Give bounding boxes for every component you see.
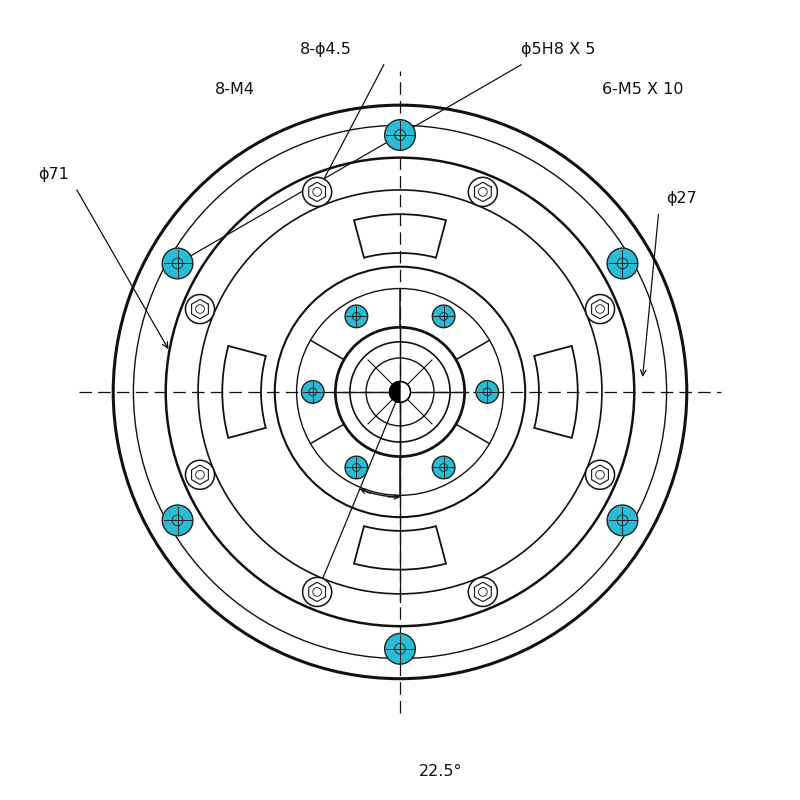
Polygon shape	[592, 299, 609, 318]
Circle shape	[162, 248, 193, 279]
Circle shape	[186, 294, 214, 324]
Circle shape	[196, 470, 204, 479]
Circle shape	[607, 505, 638, 536]
Circle shape	[607, 248, 638, 279]
Polygon shape	[191, 465, 208, 485]
Polygon shape	[191, 299, 208, 318]
Circle shape	[432, 456, 455, 478]
Circle shape	[586, 294, 614, 324]
Circle shape	[385, 120, 415, 150]
Text: 22.5°: 22.5°	[418, 763, 462, 778]
Circle shape	[596, 305, 604, 314]
Text: ϕ27: ϕ27	[666, 191, 698, 206]
Circle shape	[478, 187, 487, 196]
Circle shape	[345, 456, 368, 478]
Text: 6-M5 X 10: 6-M5 X 10	[602, 82, 683, 97]
Circle shape	[162, 505, 193, 536]
Circle shape	[196, 305, 204, 314]
Circle shape	[586, 460, 614, 490]
Polygon shape	[474, 182, 491, 202]
Circle shape	[478, 587, 487, 596]
Circle shape	[313, 587, 322, 596]
Circle shape	[476, 381, 498, 403]
Polygon shape	[592, 465, 609, 485]
Polygon shape	[474, 582, 491, 602]
Polygon shape	[309, 582, 326, 602]
Wedge shape	[390, 382, 400, 402]
Circle shape	[313, 187, 322, 196]
Text: ϕ5H8 X 5: ϕ5H8 X 5	[521, 42, 595, 57]
Wedge shape	[400, 382, 410, 402]
Text: 8-M4: 8-M4	[214, 82, 254, 97]
Text: ϕ71: ϕ71	[38, 167, 69, 182]
Circle shape	[468, 178, 498, 206]
Circle shape	[468, 578, 498, 606]
Circle shape	[302, 178, 332, 206]
Circle shape	[385, 634, 415, 664]
Circle shape	[432, 305, 455, 328]
Circle shape	[302, 578, 332, 606]
Circle shape	[596, 470, 604, 479]
Polygon shape	[309, 182, 326, 202]
Circle shape	[345, 305, 368, 328]
Circle shape	[302, 381, 324, 403]
Circle shape	[186, 460, 214, 490]
Text: 8-ϕ4.5: 8-ϕ4.5	[300, 42, 351, 57]
